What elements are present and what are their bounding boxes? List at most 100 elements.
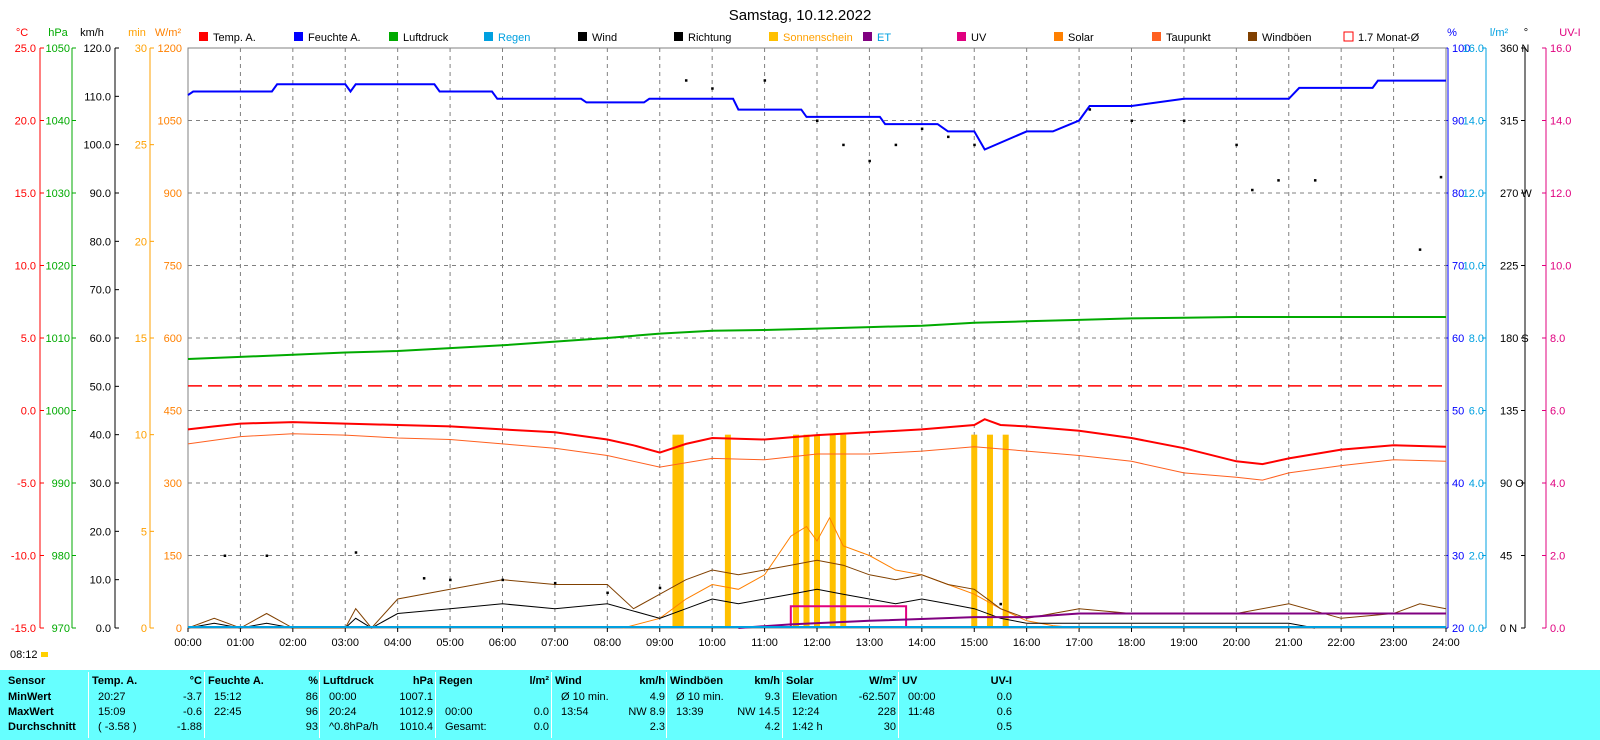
stats-value: -0.6	[183, 706, 202, 718]
tick-label: 12.0	[1463, 188, 1484, 200]
tick-label: 360 N	[1500, 43, 1529, 55]
tick-label: 270 W	[1500, 188, 1532, 200]
stats-time: 15:12	[214, 691, 242, 703]
tick-label: 14.0	[1550, 116, 1571, 128]
axis-unit-w-m-left: W/m²	[155, 27, 182, 39]
sunshine-bar	[672, 434, 679, 628]
x-tick-label: 17:00	[1065, 637, 1093, 649]
stats-separator	[551, 672, 552, 738]
direction-point	[606, 591, 609, 595]
stats-separator	[204, 672, 205, 738]
tick-label: 2.0	[1550, 551, 1565, 563]
stats-time: Gesamt:	[445, 721, 487, 733]
stats-header: Feuchte A.	[208, 675, 264, 687]
stats-value: 2.3	[649, 721, 665, 733]
tick-label: 0.0	[21, 406, 36, 418]
stats-header-unit: hPa	[412, 675, 433, 687]
stats-row-label: MaxWert	[8, 706, 54, 718]
direction-point	[422, 577, 426, 580]
tick-label: 900	[164, 188, 182, 200]
tick-label: 20.0	[15, 116, 36, 128]
tick-label: 0	[141, 623, 147, 635]
tick-label: 25.0	[15, 43, 36, 55]
direction-point	[947, 135, 950, 139]
tick-label: 40	[1452, 478, 1464, 490]
series-feuchte-a	[187, 79, 1446, 151]
x-tick-label: 12:00	[803, 637, 831, 649]
tick-label: 20	[135, 236, 147, 248]
series-uv	[789, 605, 908, 628]
direction-point	[763, 79, 767, 82]
stats-value: -3.7	[183, 691, 202, 703]
tick-label: 1200	[158, 43, 182, 55]
tick-label: 0 N	[1500, 623, 1517, 635]
chart-title: Samstag, 10.12.2022	[729, 7, 872, 24]
axis-unit-km-h-left: km/h	[80, 27, 104, 39]
tick-label: 20	[1452, 623, 1464, 635]
tick-label: 0.0	[1550, 623, 1565, 635]
direction-point	[501, 578, 504, 582]
x-axis: 00:00 01:00 02:00 03:00 04:00 05:00 06:00 07:00…	[174, 628, 1460, 649]
stats-header: Temp. A.	[92, 675, 138, 687]
tick-label: 8.0	[1469, 333, 1484, 345]
tick-label: 980	[52, 551, 70, 563]
stats-separator	[435, 672, 436, 738]
legend-swatch	[389, 32, 398, 41]
stats-time: 20:24	[329, 706, 357, 718]
x-tick-label: 08:00	[594, 637, 622, 649]
x-tick-label: 23:00	[1380, 637, 1408, 649]
stats-time: ^0.8hPa/h	[329, 721, 379, 733]
legend-label-et: ET	[877, 32, 891, 44]
x-tick-label: 16:00	[1013, 637, 1041, 649]
stats-header: Sensor	[8, 675, 46, 687]
tick-label: 1030	[46, 188, 70, 200]
stats-value: 4.9	[649, 691, 665, 703]
tick-label: 4.0	[1550, 478, 1565, 490]
tick-label: 12.0	[1550, 188, 1571, 200]
stats-time: 11:48	[908, 706, 935, 718]
stats-value: 96	[305, 706, 318, 718]
sunshine-bar	[814, 434, 820, 628]
tick-label: 90 O	[1500, 478, 1524, 490]
stats-value: NW 14.5	[737, 706, 780, 718]
tick-label: 1000	[46, 406, 70, 418]
tick-label: 4.0	[1469, 478, 1484, 490]
stats-header-unit: l/m²	[529, 675, 549, 687]
series-solar	[622, 516, 1080, 629]
direction-point	[223, 554, 227, 557]
stats-value: -1.88	[176, 721, 202, 733]
sunshine-bar	[986, 434, 993, 628]
legend-swatch	[1152, 32, 1161, 41]
stats-time: 13:39	[676, 706, 704, 718]
stats-time: 20:27	[98, 691, 126, 703]
weather-chart: Samstag, 10.12.2022 Temp. A. Feuchte A. Lu…	[10, 7, 1581, 661]
tick-label: 120.0	[83, 43, 111, 55]
legend-swatch	[863, 32, 872, 41]
direction-point	[553, 581, 557, 585]
legend-label-temp-a: Temp. A.	[213, 32, 256, 44]
x-tick-label: 15:00	[960, 637, 988, 649]
tick-label: 50	[1452, 406, 1464, 418]
axis-unit-min-left: min	[128, 27, 146, 39]
stats-header: Luftdruck	[323, 675, 374, 687]
stats-header-unit: km/h	[639, 675, 665, 687]
tick-label: 0.0	[96, 623, 111, 635]
direction-point	[711, 87, 714, 90]
legend-label-regen: Regen	[498, 32, 530, 44]
stats-value: 228	[877, 706, 896, 718]
legend-swatch	[294, 32, 303, 41]
stats-value: 0.0	[533, 721, 549, 733]
tick-label: 90	[1452, 116, 1464, 128]
stats-header-unit: °C	[189, 675, 202, 687]
tick-label: 300	[164, 478, 182, 490]
series-taupunkt	[187, 433, 1447, 481]
tick-label: 225	[1500, 261, 1518, 273]
axis-unit--right: °	[1524, 27, 1528, 39]
stats-time: 22:45	[214, 706, 242, 718]
stats-value: 86	[305, 691, 318, 703]
direction-point	[816, 119, 819, 122]
tick-label: 6.0	[1550, 406, 1565, 418]
tick-label: 60.0	[90, 333, 111, 345]
stats-row-label: Durchschnitt	[8, 721, 76, 733]
axis-unit-c-left: °C	[16, 27, 28, 39]
